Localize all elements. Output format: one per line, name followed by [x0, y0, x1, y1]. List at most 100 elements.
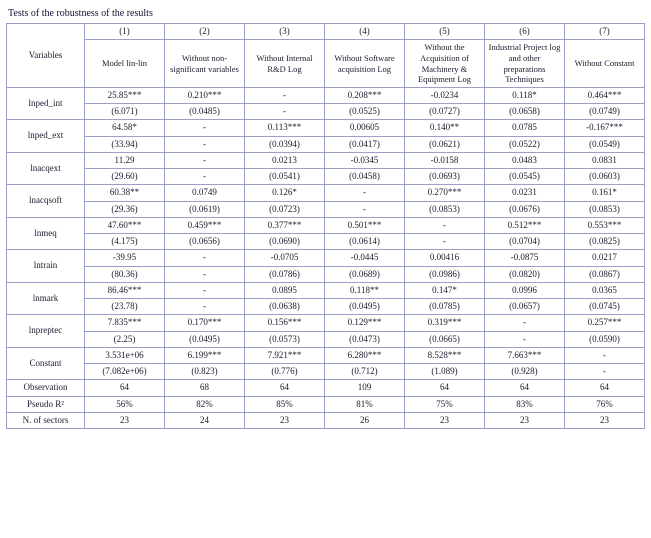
col-header-1: Model lin-lin [85, 40, 165, 88]
estimate-cell: - [565, 347, 645, 363]
estimate-cell: 0.0785 [485, 120, 565, 136]
estimate-cell: 0.464*** [565, 87, 645, 103]
colnum-4: (4) [325, 24, 405, 40]
robustness-table: Variables (1) (2) (3) (4) (5) (6) (7) Mo… [6, 23, 645, 429]
stderr-cell: (0.0704) [485, 234, 565, 250]
stderr-cell: (0.0549) [565, 136, 645, 152]
colnum-3: (3) [245, 24, 325, 40]
variable-name: lnped_int [7, 87, 85, 120]
stderr-cell: (0.0621) [405, 136, 485, 152]
variable-name: Constant [7, 347, 85, 380]
col-header-3: Without Internal R&D Log [245, 40, 325, 88]
stderr-cell: (0.0853) [565, 201, 645, 217]
variable-name: lnmeq [7, 217, 85, 250]
footer-cell: 64 [405, 380, 485, 396]
estimate-cell: 25.85*** [85, 87, 165, 103]
estimate-cell: -0.0234 [405, 87, 485, 103]
estimate-cell: 0.0749 [165, 185, 245, 201]
stderr-cell: (0.0573) [245, 331, 325, 347]
colnum-2: (2) [165, 24, 245, 40]
variable-name: lntrain [7, 250, 85, 283]
footer-label: N. of sectors [7, 412, 85, 428]
stderr-cell: (29.60) [85, 169, 165, 185]
table-row: (80.36)-(0.0786)(0.0689)(0.0986)(0.0820)… [7, 266, 645, 282]
estimate-cell: - [165, 152, 245, 168]
footer-row: N. of sectors23242326232323 [7, 412, 645, 428]
estimate-cell: -0.167*** [565, 120, 645, 136]
footer-cell: 23 [245, 412, 325, 428]
stderr-cell: (0.0485) [165, 104, 245, 120]
stderr-cell: (80.36) [85, 266, 165, 282]
stderr-cell: (0.0394) [245, 136, 325, 152]
estimate-cell: 8.528*** [405, 347, 485, 363]
estimate-cell: -0.0875 [485, 250, 565, 266]
stderr-cell: (0.0657) [485, 299, 565, 315]
table-row: lnped_ext64.58*-0.113***0.006050.140**0.… [7, 120, 645, 136]
colnum-7: (7) [565, 24, 645, 40]
stderr-cell: - [245, 104, 325, 120]
footer-label: Pseudo R² [7, 396, 85, 412]
stderr-cell: (0.0785) [405, 299, 485, 315]
table-row: (29.60)-(0.0541)(0.0458)(0.0693)(0.0545)… [7, 169, 645, 185]
footer-cell: 85% [245, 396, 325, 412]
estimate-cell: 0.0831 [565, 152, 645, 168]
footer-cell: 81% [325, 396, 405, 412]
stderr-cell: (0.0525) [325, 104, 405, 120]
stderr-cell: (0.0689) [325, 266, 405, 282]
estimate-cell: 0.0996 [485, 282, 565, 298]
table-row: (33.94)-(0.0394)(0.0417)(0.0621)(0.0522)… [7, 136, 645, 152]
stderr-cell: - [165, 266, 245, 282]
estimate-cell: 0.208*** [325, 87, 405, 103]
table-row: (29.36)(0.0619)(0.0723)-(0.0853)(0.0676)… [7, 201, 645, 217]
estimate-cell: 0.0365 [565, 282, 645, 298]
stderr-cell: - [325, 201, 405, 217]
table-row: lnmark86.46***-0.08950.118**0.147*0.0996… [7, 282, 645, 298]
stderr-cell: (29.36) [85, 201, 165, 217]
footer-cell: 64 [85, 380, 165, 396]
footer-cell: 23 [405, 412, 485, 428]
estimate-cell: 0.210*** [165, 87, 245, 103]
footer-row: Pseudo R²56%82%85%81%75%83%76% [7, 396, 645, 412]
stderr-cell: (0.0867) [565, 266, 645, 282]
footer-row: Observation646864109646464 [7, 380, 645, 396]
estimate-cell: 6.280*** [325, 347, 405, 363]
stderr-cell: (7.082e+06) [85, 364, 165, 380]
table-row: (6.071)(0.0485)-(0.0525)(0.0727)(0.0658)… [7, 104, 645, 120]
estimate-cell: 0.147* [405, 282, 485, 298]
estimate-cell: 3.531e+06 [85, 347, 165, 363]
estimate-cell: 0.257*** [565, 315, 645, 331]
stderr-cell: (4.175) [85, 234, 165, 250]
estimate-cell: 7.663*** [485, 347, 565, 363]
estimate-cell: 0.0895 [245, 282, 325, 298]
estimate-cell: - [165, 250, 245, 266]
table-row: Constant3.531e+066.199***7.921***6.280**… [7, 347, 645, 363]
stderr-cell: (0.0727) [405, 104, 485, 120]
stderr-cell: (0.0825) [565, 234, 645, 250]
colnum-5: (5) [405, 24, 485, 40]
footer-cell: 56% [85, 396, 165, 412]
stderr-cell: (0.776) [245, 364, 325, 380]
estimate-cell: 0.113*** [245, 120, 325, 136]
estimate-cell: 0.00605 [325, 120, 405, 136]
footer-cell: 76% [565, 396, 645, 412]
stderr-cell: (0.0590) [565, 331, 645, 347]
stderr-cell: (0.0676) [485, 201, 565, 217]
footer-cell: 82% [165, 396, 245, 412]
col-header-4: Without Software acquisition Log [325, 40, 405, 88]
estimate-cell: 0.270*** [405, 185, 485, 201]
stderr-cell: (0.0638) [245, 299, 325, 315]
col-header-7: Without Constant [565, 40, 645, 88]
stderr-cell: (0.0690) [245, 234, 325, 250]
stderr-cell: (0.0603) [565, 169, 645, 185]
estimate-cell: 47.60*** [85, 217, 165, 233]
table-caption: Tests of the robustness of the results [6, 6, 645, 23]
estimate-cell: 0.319*** [405, 315, 485, 331]
footer-cell: 23 [485, 412, 565, 428]
col-header-6: Industrial Project log and other prepara… [485, 40, 565, 88]
col-header-2: Without non-significant variables [165, 40, 245, 88]
estimate-cell: 64.58* [85, 120, 165, 136]
stderr-cell: - [405, 234, 485, 250]
stderr-cell: (0.0693) [405, 169, 485, 185]
stderr-cell: (0.0473) [325, 331, 405, 347]
stderr-cell: (23.78) [85, 299, 165, 315]
